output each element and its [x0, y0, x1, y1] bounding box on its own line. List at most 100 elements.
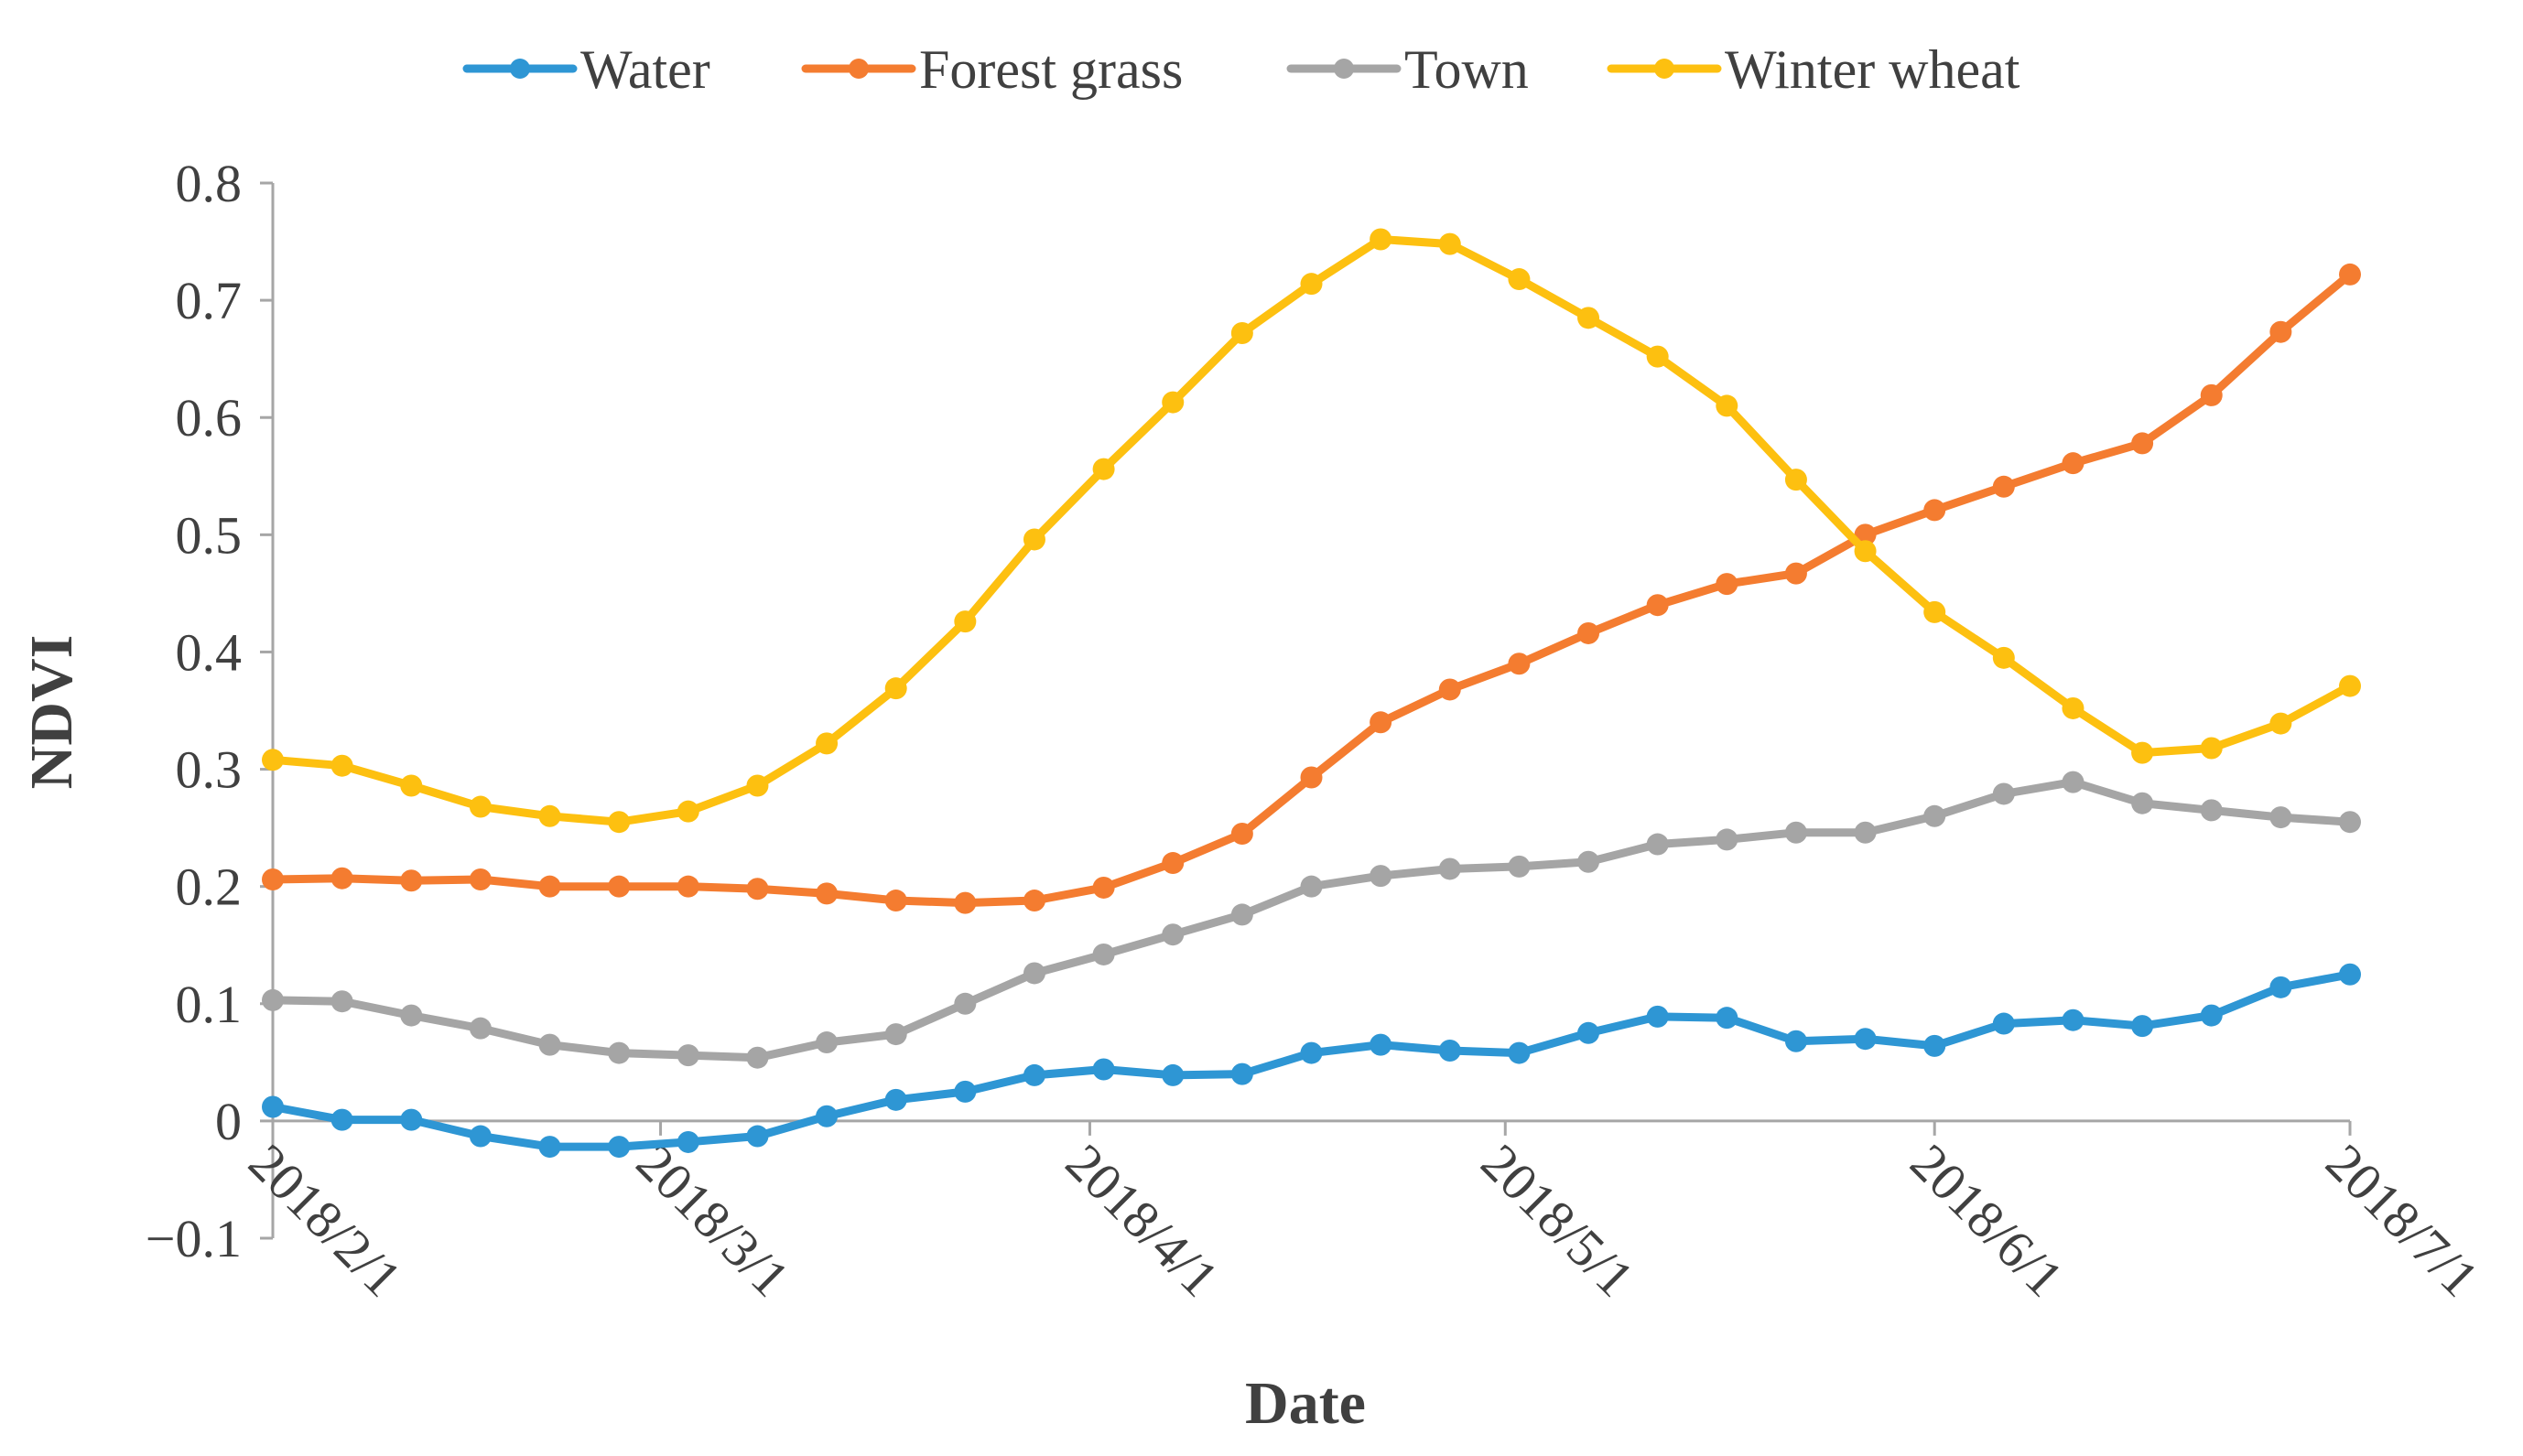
data-point-forest-grass	[954, 891, 977, 914]
data-point-water	[2062, 1008, 2084, 1031]
data-point-winter-wheat	[1370, 228, 1392, 251]
data-point-winter-wheat	[884, 677, 907, 700]
data-point-winter-wheat	[954, 610, 977, 633]
y-tick-label: 0.4	[176, 622, 243, 682]
y-tick-label: 0	[215, 1092, 242, 1151]
data-point-forest-grass	[2062, 452, 2084, 475]
data-point-town	[1992, 782, 2015, 805]
data-point-forest-grass	[1646, 594, 1669, 617]
data-point-forest-grass	[2339, 263, 2361, 286]
data-point-town	[1923, 804, 1946, 827]
legend-label: Town	[1404, 39, 1529, 100]
data-point-winter-wheat	[1162, 391, 1185, 414]
data-point-winter-wheat	[262, 749, 284, 771]
data-point-winter-wheat	[1438, 232, 1461, 255]
y-tick-label: 0.6	[176, 388, 243, 448]
data-point-water	[884, 1088, 907, 1111]
data-point-winter-wheat	[1577, 307, 1600, 329]
y-tick-label: 0.7	[176, 271, 243, 330]
data-point-town	[1230, 903, 1253, 926]
legend-swatch-marker	[510, 59, 530, 79]
data-point-winter-wheat	[1992, 646, 2015, 669]
data-point-town	[1716, 828, 1738, 851]
data-point-town	[884, 1023, 907, 1046]
legend: Water Forest grass Town Winter wheat	[462, 39, 2020, 100]
data-point-water	[1092, 1058, 1115, 1081]
y-tick-label: 0.2	[176, 857, 243, 917]
data-point-forest-grass	[2200, 383, 2223, 406]
data-point-town	[954, 992, 977, 1015]
data-point-forest-grass	[1023, 890, 1045, 912]
data-point-town	[746, 1046, 769, 1069]
data-point-water	[2339, 963, 2361, 986]
data-point-forest-grass	[816, 882, 839, 905]
data-point-water	[469, 1125, 492, 1148]
data-point-water	[1577, 1021, 1600, 1044]
data-point-water	[1854, 1028, 1877, 1051]
data-point-winter-wheat	[746, 774, 769, 797]
y-axis-title: NDVI	[18, 635, 85, 790]
data-point-town	[2200, 799, 2223, 822]
legend-swatch-marker	[1654, 59, 1674, 79]
data-point-winter-wheat	[1230, 321, 1253, 344]
data-point-water	[1992, 1012, 2015, 1035]
data-point-winter-wheat	[1784, 469, 1807, 491]
data-point-forest-grass	[469, 868, 492, 890]
data-point-town	[1508, 855, 1531, 878]
data-point-water	[1370, 1033, 1392, 1056]
y-tick-label: 0.3	[176, 740, 243, 800]
data-point-town	[677, 1044, 699, 1067]
data-point-forest-grass	[1992, 475, 2015, 498]
data-point-town	[2269, 806, 2292, 829]
data-point-town	[1162, 923, 1185, 946]
data-point-town	[1577, 850, 1600, 873]
data-point-town	[400, 1004, 423, 1027]
data-point-town	[2131, 792, 2154, 814]
data-point-water	[608, 1136, 631, 1159]
data-point-winter-wheat	[1923, 600, 1946, 623]
legend-item-town: Town	[1286, 39, 1529, 100]
data-point-winter-wheat	[1300, 273, 1323, 296]
y-axis: −0.1 0 0.1 0.2 0.3 0.4 0.5 0.6 0.7 0.8	[146, 154, 275, 1268]
data-point-town	[608, 1041, 631, 1064]
data-point-forest-grass	[1230, 823, 1253, 846]
x-axis-title: Date	[1245, 1370, 1366, 1437]
data-point-forest-grass	[677, 875, 699, 898]
data-point-winter-wheat	[400, 774, 423, 797]
legend-swatch-marker	[849, 59, 869, 79]
data-point-water	[677, 1130, 699, 1153]
data-point-town	[330, 990, 353, 1013]
data-point-town	[2062, 771, 2084, 793]
data-point-water	[330, 1108, 353, 1131]
legend-swatch-marker	[1334, 59, 1354, 79]
data-point-winter-wheat	[608, 811, 631, 834]
data-point-forest-grass	[746, 878, 769, 901]
data-point-water	[1716, 1007, 1738, 1030]
data-point-water	[954, 1080, 977, 1103]
legend-label: Winter wheat	[1725, 39, 2020, 100]
data-point-forest-grass	[1092, 876, 1115, 899]
data-point-town	[816, 1031, 839, 1054]
data-point-water	[1162, 1063, 1185, 1086]
data-point-forest-grass	[1784, 562, 1807, 585]
data-point-forest-grass	[1716, 573, 1738, 596]
data-point-forest-grass	[2131, 432, 2154, 455]
data-point-water	[538, 1136, 561, 1159]
data-point-winter-wheat	[469, 795, 492, 818]
data-point-water	[746, 1125, 769, 1148]
data-point-water	[816, 1105, 839, 1127]
data-point-winter-wheat	[2200, 737, 2223, 760]
data-point-forest-grass	[1370, 711, 1392, 734]
data-point-winter-wheat	[330, 754, 353, 777]
data-point-forest-grass	[400, 869, 423, 892]
data-point-winter-wheat	[1508, 268, 1531, 291]
data-point-forest-grass	[1923, 499, 1946, 522]
series-town	[262, 771, 2361, 1069]
data-point-water	[400, 1108, 423, 1131]
data-point-town	[1438, 857, 1461, 880]
y-tick-label: −0.1	[146, 1209, 242, 1268]
data-point-town	[1854, 821, 1877, 844]
data-point-town	[1023, 962, 1045, 985]
series-water	[262, 963, 2361, 1159]
